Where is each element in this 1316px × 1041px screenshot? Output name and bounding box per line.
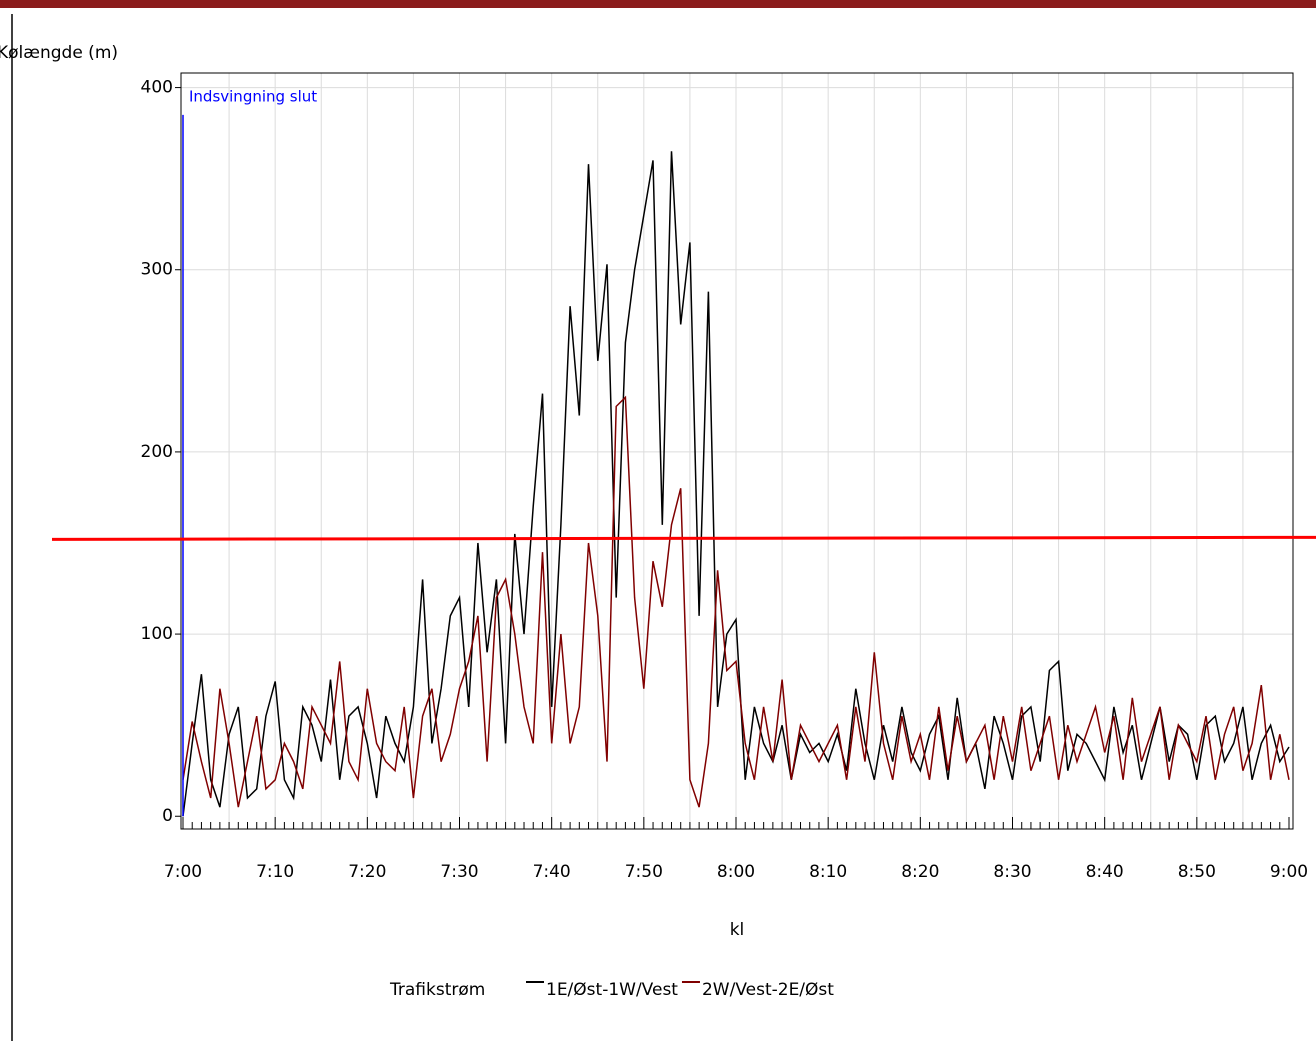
y-axis-label: Kølængde (m) [0,43,118,63]
plot-area [181,73,1293,829]
series-line [182,395,1290,808]
x-tick-label: 8:40 [1086,862,1124,882]
x-tick-label: 8:50 [1178,862,1216,882]
x-tick-label: 7:20 [348,862,386,882]
x-tick-label: 7:10 [256,862,294,882]
y-tick-label: 0 [162,806,173,826]
x-tick-label: 7:30 [440,862,478,882]
legend-label: 2W/Vest-2E/Øst [702,980,834,1000]
x-tick-label: 7:00 [164,862,202,882]
y-tick-label: 100 [141,624,173,644]
plot-frame [180,72,1294,830]
x-tick-label: 9:00 [1270,862,1308,882]
x-axis-label: kl [730,920,745,940]
x-tick-label: 8:30 [993,862,1031,882]
x-tick-label: 8:20 [901,862,939,882]
x-tick-label: 7:50 [625,862,663,882]
y-tick-label: 200 [141,442,173,462]
legend-label: 1E/Øst-1W/Vest [546,980,678,1000]
x-tick-label: 8:10 [809,862,847,882]
y-tick-label: 400 [141,78,173,98]
y-tick-label: 300 [141,260,173,280]
reference-line [51,535,1316,541]
x-tick-label: 7:40 [533,862,571,882]
legend-title: Trafikstrøm [389,980,485,1000]
annotation-label: Indsvingning slut [189,88,317,106]
x-tick-label: 8:00 [717,862,755,882]
series-line [182,151,1290,817]
top-bar [0,0,1316,8]
